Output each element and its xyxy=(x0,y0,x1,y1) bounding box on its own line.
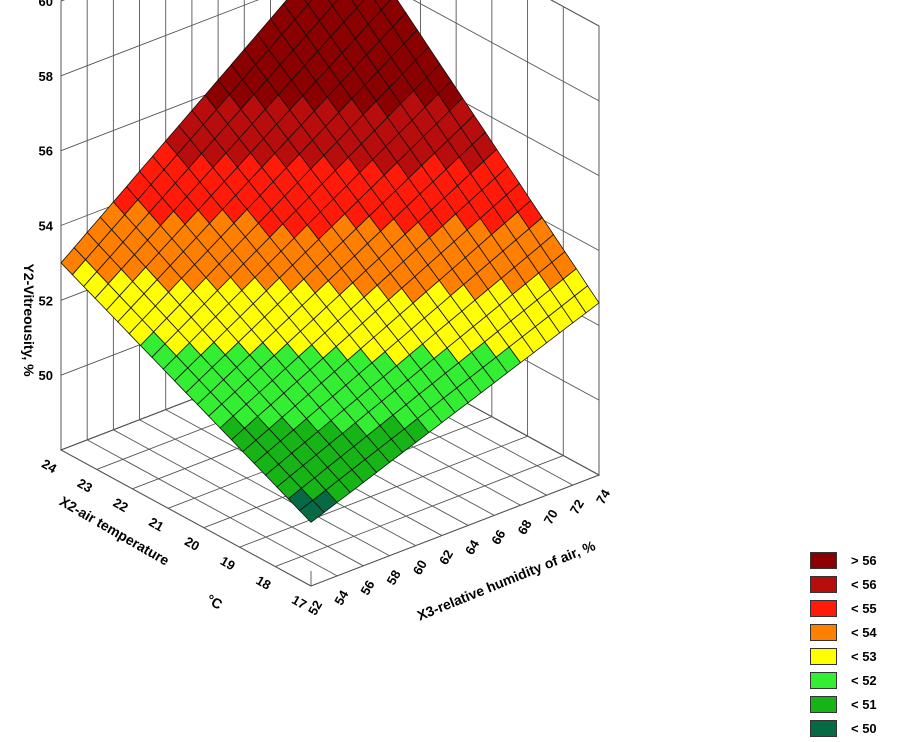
x-gridline xyxy=(239,435,528,548)
surface-cell xyxy=(299,499,325,523)
legend-label: < 54 xyxy=(851,624,877,640)
x-tick-label: 17 xyxy=(289,592,309,612)
legend-swatch xyxy=(810,599,837,617)
legend-item: < 51 xyxy=(810,692,895,716)
legend-swatch xyxy=(810,647,837,665)
y-gridline xyxy=(113,429,364,567)
x-tick-label: 24 xyxy=(39,456,60,477)
x-gridline xyxy=(275,455,564,567)
legend-swatch xyxy=(810,551,837,569)
z-tick-label: 56 xyxy=(39,144,53,159)
y-tick-label: 66 xyxy=(488,527,508,547)
y-tick-label: 56 xyxy=(357,578,377,598)
x-tick-label: 22 xyxy=(111,495,131,515)
y-tick-label: 62 xyxy=(436,547,456,567)
legend-swatch xyxy=(810,719,837,737)
x-tick-label: 18 xyxy=(254,573,274,593)
legend-item: < 54 xyxy=(810,620,895,644)
legend-label: < 51 xyxy=(851,696,877,712)
x-tick-label: 20 xyxy=(182,534,202,554)
legend-item: < 53 xyxy=(810,644,895,668)
surface-cell xyxy=(304,0,313,6)
z-tick-label: 52 xyxy=(39,293,53,308)
response-surface xyxy=(60,0,600,523)
y-gridline xyxy=(86,439,338,577)
z-tick-label: 54 xyxy=(39,219,54,234)
y-tick-label: 60 xyxy=(410,557,430,577)
legend-label: < 56 xyxy=(851,576,877,592)
legend-item: < 55 xyxy=(810,596,895,620)
x-gridline xyxy=(310,474,600,587)
x-axis-unit: °C xyxy=(204,591,226,613)
x-tick-label: 19 xyxy=(218,553,238,573)
legend-label: < 53 xyxy=(851,648,877,664)
z-tick-label: 60 xyxy=(39,0,53,9)
y-tick-label: 64 xyxy=(462,537,483,558)
legend-label: > 56 xyxy=(851,552,877,568)
surface-plot: 5052545658602423222120191817525456586062… xyxy=(21,0,614,623)
legend-label: < 52 xyxy=(851,672,877,688)
legend-swatch xyxy=(810,575,837,593)
surface-cell xyxy=(327,0,339,7)
legend-swatch xyxy=(810,623,837,641)
legend-item: < 56 xyxy=(810,572,895,596)
z-tick-label: 58 xyxy=(39,69,53,84)
y-tick-label: 54 xyxy=(331,587,352,608)
legend-swatch xyxy=(810,671,837,689)
z-tick-label: 50 xyxy=(39,368,53,383)
y-tick-label: 58 xyxy=(384,567,404,587)
z-gridline xyxy=(60,0,260,77)
legend-label: < 50 xyxy=(851,720,877,736)
y-tick-label: 68 xyxy=(514,517,534,537)
surface-cell xyxy=(351,0,365,9)
legend-item: < 50 xyxy=(810,716,895,740)
z-axis-title: Y2-Vitreousity, % xyxy=(21,263,37,377)
y-tick-label: 74 xyxy=(593,486,614,507)
legend-label: < 55 xyxy=(851,600,877,616)
y-gridline xyxy=(139,419,390,557)
legend: > 56 < 56 < 55 < 54 < 53 < 52 < 51 < 50 xyxy=(810,548,895,740)
y-gridline xyxy=(60,449,312,587)
x-tick-label: 23 xyxy=(75,475,95,495)
z-gridline xyxy=(412,0,600,102)
z-gridline xyxy=(550,0,600,27)
y-tick-label: 70 xyxy=(541,507,561,527)
x-tick-label: 21 xyxy=(146,514,166,534)
legend-swatch xyxy=(810,695,837,713)
y-tick-label: 52 xyxy=(305,598,325,618)
legend-item: > 56 xyxy=(810,548,895,572)
legend-item: < 52 xyxy=(810,668,895,692)
y-tick-label: 72 xyxy=(567,497,587,517)
